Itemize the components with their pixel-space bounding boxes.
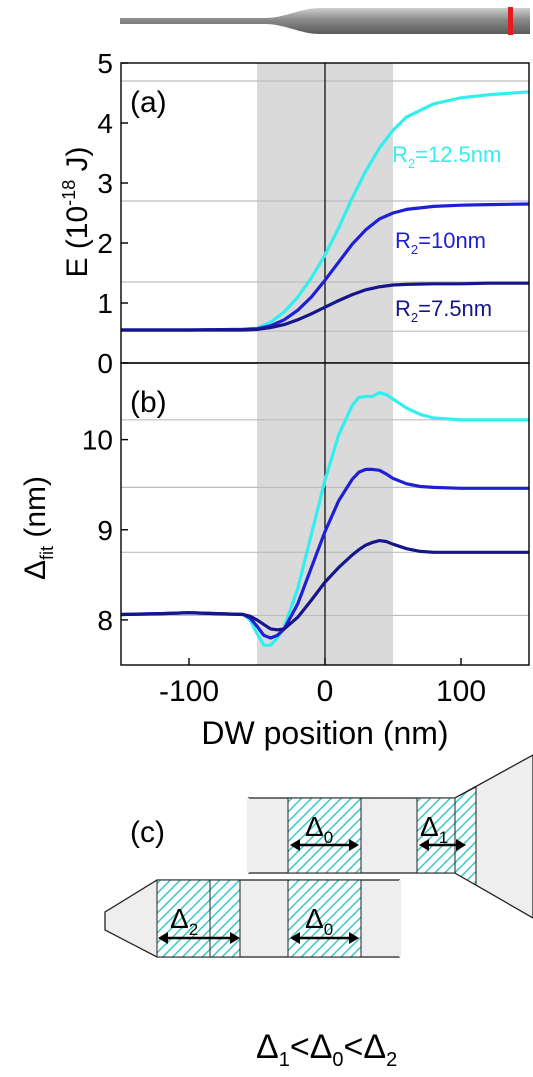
y-tick-label-a-0: 0 (97, 348, 113, 379)
x-tick-label-2: 100 (436, 675, 486, 708)
domain-wall-delta0-upper (287, 797, 362, 874)
width-arrows (158, 839, 466, 944)
y-tick-label-a-3: 3 (97, 168, 113, 199)
label-delta0-lower: Δ0 (305, 903, 333, 939)
y-tick-label-a-4: 4 (97, 108, 113, 139)
x-tick-label-1: 0 (317, 675, 334, 708)
label-delta2: Δ2 (170, 903, 198, 939)
y-axis-label-a: E (10-18 J) (59, 146, 94, 277)
domain-wall-delta0-lower (287, 879, 362, 958)
panel-a: 0 1 2 3 4 5 (a) E (10-18 J) R2=12.5nm R2=10nm… (59, 48, 530, 379)
nanowire-dw-marker (508, 7, 513, 35)
y-tick-label-b-2: 10 (82, 425, 113, 456)
panel-b: 8 9 10 -100 0 100 (b) Δfit (nm) DW position … (19, 362, 530, 751)
series-line-b-navy (121, 539, 529, 632)
legend-label-r75: R2=7.5nm (395, 296, 492, 325)
panel-a-label: (a) (130, 86, 167, 119)
y-tick-label-a-2: 2 (97, 228, 113, 259)
nanowire-icon (120, 7, 530, 35)
y-tick-label-b-1: 9 (97, 515, 113, 546)
legend-label-r125: R2=12.5nm (392, 142, 501, 171)
label-delta0-upper: Δ0 (305, 811, 333, 847)
y-tick-label-a-5: 5 (97, 48, 113, 79)
panel-c-label: (c) (130, 816, 165, 849)
series-line-a-navy (121, 281, 529, 332)
y-tick-label-b-0: 8 (97, 605, 113, 636)
label-delta1: Δ1 (420, 811, 448, 847)
panel-c-diagram: (c) Δ0 Δ1 Δ2 Δ0 (104, 754, 533, 1071)
x-axis-label: DW position (nm) (201, 715, 448, 751)
x-tick-label-0: -100 (159, 675, 219, 708)
panel-b-label: (b) (130, 386, 167, 419)
y-tick-label-a-1: 1 (97, 288, 113, 319)
legend-label-r10: R2=10nm (395, 228, 486, 257)
relation-text: Δ1<Δ0<Δ2 (256, 1028, 397, 1071)
y-axis-label-b: Δfit (nm) (19, 476, 57, 580)
